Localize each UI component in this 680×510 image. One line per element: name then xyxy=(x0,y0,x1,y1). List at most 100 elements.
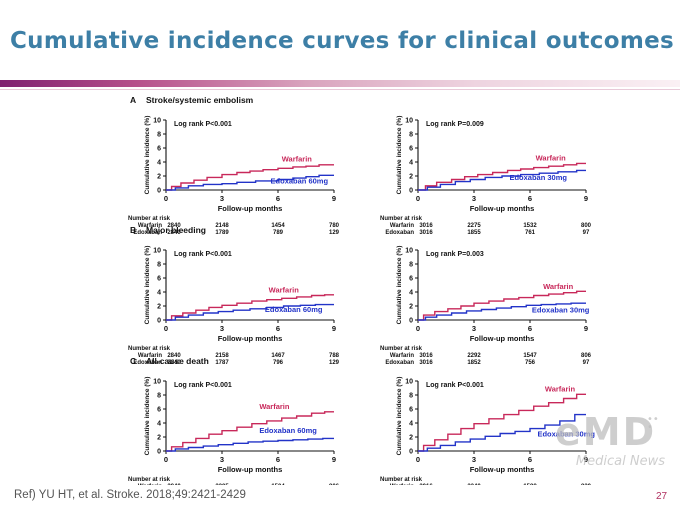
chart4-series-label: Edoxaban 60mg xyxy=(259,426,317,435)
chart3-risk-value: 97 xyxy=(583,360,590,366)
chart4-y-tick-label: 0 xyxy=(157,449,161,456)
chart3-risk-value: 756 xyxy=(525,360,536,366)
chart2-risk-value: 129 xyxy=(329,360,340,366)
chart1-risk-value: 3016 xyxy=(419,223,433,229)
chart0-risk-group: Warfarin xyxy=(138,223,162,229)
chart3-y-tick-label: 2 xyxy=(409,304,413,311)
chart5-risk-value: 830 xyxy=(581,484,592,485)
chart0-logrank-label: Log rank P<0.001 xyxy=(174,121,232,128)
chart0-section-title: Stroke/systemic embolism xyxy=(146,95,254,105)
chart4-risk-value: 2205 xyxy=(215,484,229,485)
chart1-risk-title: Number at risk xyxy=(380,216,423,222)
chart1-risk-value: 761 xyxy=(525,230,536,236)
chart5-x-tick-label: 9 xyxy=(584,455,588,464)
chart2-x-tick-label: 3 xyxy=(220,324,224,333)
chart0-series-label: Edoxaban 60mg xyxy=(271,176,329,185)
chart0-risk-value: 2840 xyxy=(167,230,181,236)
watermark-subtext: Medical News xyxy=(575,454,665,469)
title-thin-rule xyxy=(0,89,680,90)
chart0-y-tick-label: 6 xyxy=(157,146,161,153)
chart3-risk-value: 1852 xyxy=(467,360,481,366)
chart0-y-tick-label: 10 xyxy=(153,118,161,125)
chart4-x-tick-label: 3 xyxy=(220,455,224,464)
chart4-x-tick-label: 9 xyxy=(332,455,336,464)
chart2-y-tick-label: 8 xyxy=(157,262,161,269)
chart1-series-label: Warfarin xyxy=(536,154,567,163)
chart2-risk-value: 1467 xyxy=(271,353,285,359)
chart0-risk-title: Number at risk xyxy=(128,216,171,222)
chart3-y-tick-label: 0 xyxy=(409,318,413,325)
chart2-x-tick-label: 9 xyxy=(332,324,336,333)
chart0-series-warfarin-line xyxy=(166,164,334,191)
chart1-y-tick-label: 10 xyxy=(405,118,413,125)
chart1-y-tick-label: 2 xyxy=(409,174,413,181)
reference-citation: Ref) YU HT, et al. Stroke. 2018;49:2421-… xyxy=(14,489,246,501)
chart2-x-tick-label: 0 xyxy=(164,324,168,333)
chart3-x-tick-label: 3 xyxy=(472,324,476,333)
chart0-risk-value: 1454 xyxy=(271,223,285,229)
chart1-risk-value: 1532 xyxy=(523,223,537,229)
chart2-risk-value: 2158 xyxy=(215,353,229,359)
chart1-logrank-label: Log rank P=0.009 xyxy=(426,121,484,128)
chart0-x-tick-label: 9 xyxy=(332,194,336,203)
chart4-x-tick-label: 0 xyxy=(164,455,168,464)
chart0-x-tick-label: 3 xyxy=(220,194,224,203)
chart3-y-axis-label: Cumulative incidence (%) xyxy=(396,246,403,325)
chart2-risk-title: Number at risk xyxy=(128,346,171,352)
chart2-series-edoxaban-line xyxy=(166,303,334,321)
chart3-risk-group: Warfarin xyxy=(390,353,414,359)
chart1-x-tick-label: 0 xyxy=(416,194,420,203)
chart1-y-tick-label: 0 xyxy=(409,188,413,195)
chart3-series-label: Edoxaban 30mg xyxy=(532,306,590,315)
chart5-x-tick-label: 3 xyxy=(472,455,476,464)
chart3-series-edoxaban-line xyxy=(418,302,586,321)
watermark-dots-icon: •• • xyxy=(647,414,659,433)
chart4-risk-value: 2840 xyxy=(167,484,181,485)
chart4-risk-title: Number at risk xyxy=(128,477,171,483)
chart1-y-tick-label: 4 xyxy=(409,160,413,167)
chart1-risk-value: 97 xyxy=(583,230,590,236)
chart0-y-tick-label: 8 xyxy=(157,132,161,139)
chart2-y-tick-label: 6 xyxy=(157,276,161,283)
chart4-risk-value: 806 xyxy=(329,484,340,485)
chart0-y-axis-label: Cumulative incidence (%) xyxy=(144,116,151,195)
chart0-x-axis-label: Follow-up months xyxy=(218,204,283,213)
chart0-y-tick-label: 4 xyxy=(157,160,161,167)
chart4-risk-value: 1504 xyxy=(271,484,285,485)
chart5-risk-group: Warfarin xyxy=(390,484,414,485)
chart5-x-tick-label: 0 xyxy=(416,455,420,464)
chart1-y-tick-label: 8 xyxy=(409,132,413,139)
chart4-y-axis-label: Cumulative incidence (%) xyxy=(144,377,151,456)
chart2-x-axis-label: Follow-up months xyxy=(218,334,283,343)
chart2-y-tick-label: 4 xyxy=(157,290,161,297)
chart2-logrank-label: Log rank P<0.001 xyxy=(174,251,232,258)
chart3-x-tick-label: 6 xyxy=(528,324,532,333)
chart5-risk-title: Number at risk xyxy=(380,477,423,483)
chart1-x-axis-label: Follow-up months xyxy=(470,204,535,213)
chart0-series-edoxaban-line xyxy=(166,174,334,191)
chart4-risk-group: Warfarin xyxy=(138,484,162,485)
chart2-risk-value: 2840 xyxy=(167,360,181,366)
chart3-y-tick-label: 8 xyxy=(409,262,413,269)
watermark-text: eMD xyxy=(555,410,657,454)
chart4-y-tick-label: 10 xyxy=(153,379,161,386)
chart4-section-title: All-cause death xyxy=(146,356,209,366)
chart1-risk-value: 2275 xyxy=(467,223,481,229)
chart5-risk-value: 1588 xyxy=(523,484,537,485)
chart2-series-warfarin-line xyxy=(166,294,334,321)
chart4-series-edoxaban-line xyxy=(166,437,334,452)
chart1-risk-value: 3016 xyxy=(419,230,433,236)
page-number: 27 xyxy=(656,491,668,502)
chart3-y-tick-label: 4 xyxy=(409,290,413,297)
chart1-x-tick-label: 9 xyxy=(584,194,588,203)
chart5-y-tick-label: 4 xyxy=(409,421,413,428)
chart4-x-tick-label: 6 xyxy=(276,455,280,464)
chart4-y-tick-label: 6 xyxy=(157,407,161,414)
chart1-series-label: Edoxaban 30mg xyxy=(509,173,567,182)
chart2-series-label: Warfarin xyxy=(269,286,300,295)
chart3-series-warfarin-line xyxy=(418,290,586,321)
km-figure: A Stroke/systemic embolism 0 2 4 6 8 10 0 3 6 9 Foll… xyxy=(128,95,595,485)
chart0-x-tick-label: 0 xyxy=(164,194,168,203)
chart0-risk-value: 789 xyxy=(273,230,284,236)
chart3-y-tick-label: 10 xyxy=(405,248,413,255)
